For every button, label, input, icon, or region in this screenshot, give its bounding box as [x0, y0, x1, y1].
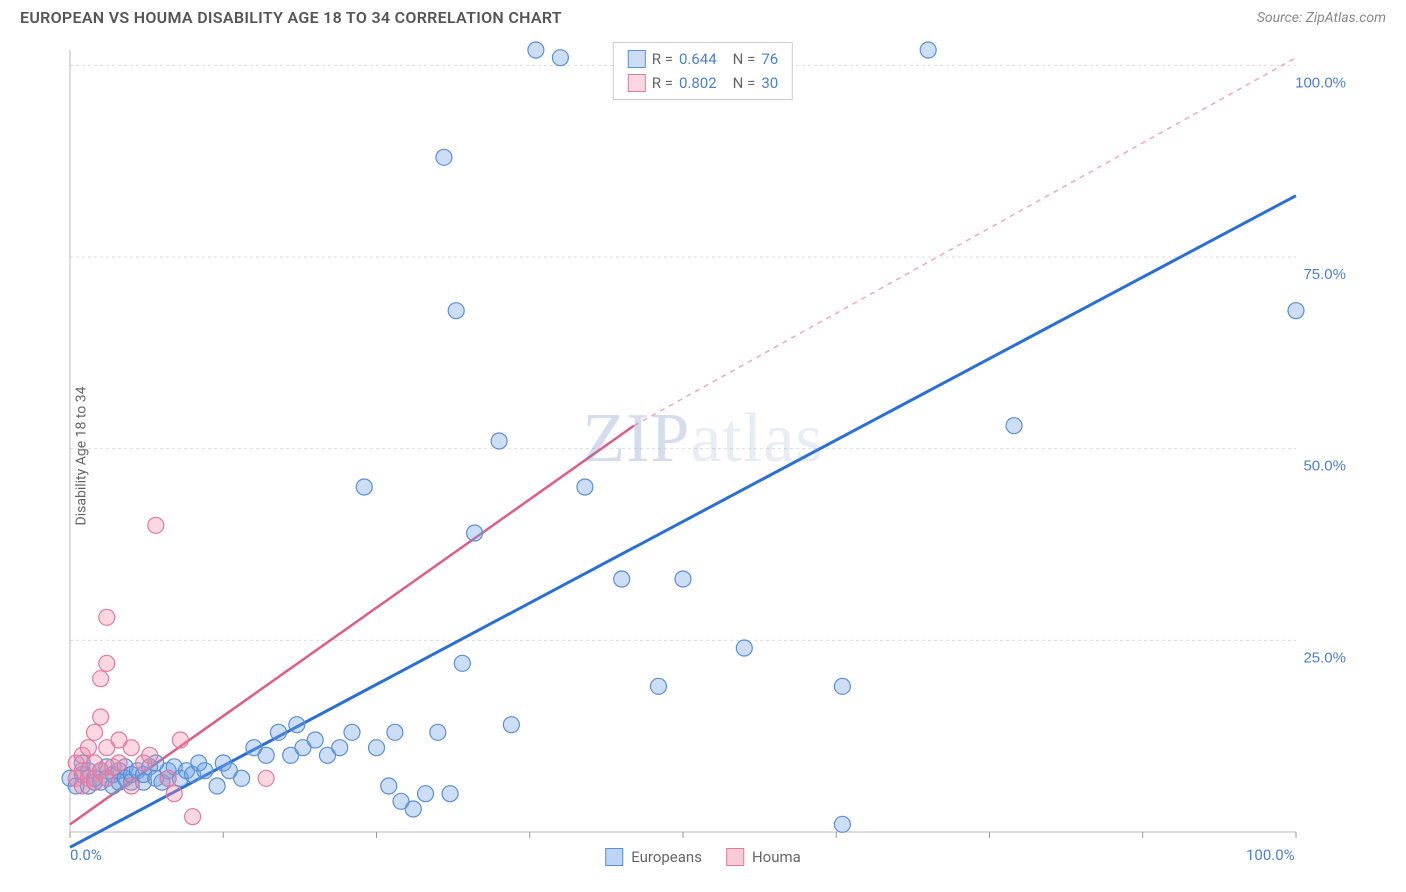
chart-source: Source: ZipAtlas.com	[1257, 10, 1386, 26]
correlation-legend: R = 0.644 N =76 R = 0.802 N =30	[613, 42, 793, 100]
r-label: R =	[652, 47, 673, 71]
svg-text:25.0%: 25.0%	[1303, 649, 1346, 666]
legend-item: Europeans	[605, 848, 702, 866]
legend-swatch	[628, 74, 646, 92]
n-value: 76	[761, 47, 778, 71]
chart-header: EUROPEAN VS HOUMA DISABILITY AGE 18 TO 3…	[0, 0, 1406, 31]
legend-swatch	[628, 50, 646, 68]
x-axis-end: 100.0%	[1246, 846, 1295, 864]
legend-label: Europeans	[631, 848, 702, 866]
chart-area: Disability Age 18 to 34 25.0%50.0%75.0%1…	[20, 40, 1386, 872]
n-label: N =	[733, 71, 756, 95]
series-legend: Europeans Houma	[605, 848, 801, 866]
legend-stat-row: R = 0.802 N =30	[628, 71, 778, 95]
scatter-plot: 25.0% 50.0% 75.0% 100.0%	[60, 40, 1386, 872]
r-label: R =	[652, 71, 673, 95]
svg-text:50.0%: 50.0%	[1303, 458, 1346, 475]
svg-text:75.0%: 75.0%	[1303, 266, 1346, 283]
n-label: N =	[733, 47, 756, 71]
legend-label: Houma	[752, 848, 801, 866]
legend-swatch	[726, 848, 744, 866]
legend-item: Houma	[726, 848, 801, 866]
chart-title: EUROPEAN VS HOUMA DISABILITY AGE 18 TO 3…	[20, 8, 562, 27]
n-value: 30	[761, 71, 778, 95]
x-axis-start: 0.0%	[70, 846, 102, 864]
r-value: 0.802	[679, 71, 717, 95]
svg-text:100.0%: 100.0%	[1295, 74, 1346, 91]
legend-swatch	[605, 848, 623, 866]
legend-stat-row: R = 0.644 N =76	[628, 47, 778, 71]
r-value: 0.644	[679, 47, 717, 71]
